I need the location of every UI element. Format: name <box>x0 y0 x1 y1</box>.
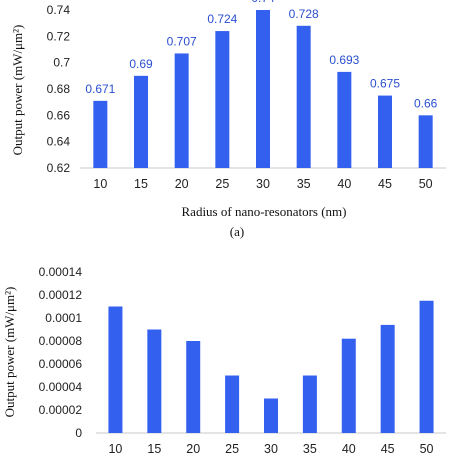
chart-b-x-tick-label: 50 <box>420 442 434 456</box>
chart-a-bar-10 <box>93 100 108 168</box>
chart-b-x-ticks: 10 15 20 25 30 35 40 45 50 <box>108 442 433 456</box>
chart-a-y-tick-label: 0.68 <box>47 82 71 96</box>
chart-a-bar-50 <box>418 115 433 168</box>
chart-b-y-tick-label: 0.0001 <box>45 311 82 325</box>
chart-a-x-tick-label: 25 <box>215 177 229 191</box>
chart-a-bars <box>93 10 433 169</box>
chart-b-y-ticks: 0 0.00002 0.00004 0.00006 0.00008 0.0001 0.000… <box>39 265 83 440</box>
chart-a-caption: (a) <box>230 224 244 239</box>
chart-b-y-tick-label: 0.00008 <box>39 334 83 348</box>
chart-a-x-tick-label: 30 <box>256 177 270 191</box>
chart-a-y-tick-label: 0.7 <box>53 56 70 70</box>
chart-b-bar-15 <box>147 329 162 433</box>
chart-a-data-label: 0.69 <box>129 57 153 71</box>
chart-a-data-label: 0.675 <box>370 77 400 91</box>
chart-b-bar-30 <box>264 398 278 433</box>
chart-b-bar-50 <box>419 300 434 433</box>
chart-b-x-tick-label: 20 <box>186 442 200 456</box>
chart-b-bar-40 <box>341 338 356 433</box>
chart-b-y-tick-label: 0.00012 <box>39 288 83 302</box>
chart-a-x-axis-title: Radius of nano-resonators (nm) <box>182 204 347 219</box>
chart-a: 0.62 0.64 0.66 0.68 0.7 0.72 0.74 0.671 0.69 0.7… <box>10 0 446 239</box>
chart-b-bar-35 <box>302 375 317 433</box>
chart-a-y-tick-label: 0.74 <box>47 3 71 17</box>
chart-a-bar-25 <box>215 31 230 168</box>
chart-a-data-label: 0.724 <box>207 12 237 26</box>
chart-b-x-tick-label: 10 <box>108 442 122 456</box>
chart-a-data-label: 0.707 <box>167 34 197 48</box>
chart-a-data-label: 0.66 <box>414 96 438 110</box>
chart-a-bar-20 <box>174 53 189 169</box>
chart-b-y-tick-label: 0 <box>75 426 82 440</box>
chart-a-x-tick-label: 45 <box>378 177 392 191</box>
chart-a-y-tick-label: 0.66 <box>47 108 71 122</box>
chart-b-x-tick-label: 40 <box>342 442 356 456</box>
chart-a-y-ticks: 0.62 0.64 0.66 0.68 0.7 0.72 0.74 <box>47 3 71 175</box>
chart-a-y-tick-label: 0.62 <box>47 161 71 175</box>
chart-b-bar-10 <box>108 306 123 433</box>
chart-a-data-labels: 0.671 0.69 0.707 0.724 0.74 0.728 0.693 0.675 0.… <box>85 0 437 110</box>
chart-a-bar-15 <box>134 75 148 168</box>
chart-b-y-axis-title: Output power (mW/μm²) <box>2 287 17 418</box>
chart-a-bar-30 <box>256 10 270 168</box>
chart-a-bar-40 <box>337 71 352 168</box>
chart-a-y-axis-title: Output power (mW/μm²) <box>10 25 25 156</box>
chart-b-bars <box>108 300 434 433</box>
chart-b-y-tick-label: 0.00014 <box>39 265 83 279</box>
chart-a-data-label: 0.693 <box>329 53 359 67</box>
chart-a-bar-45 <box>378 95 392 168</box>
chart-a-data-label: 0.728 <box>289 7 319 21</box>
chart-b-x-tick-label: 45 <box>381 442 395 456</box>
chart-b-bar-20 <box>186 341 201 433</box>
chart-a-data-label: 0.671 <box>85 82 115 96</box>
chart-a-x-tick-label: 50 <box>419 177 433 191</box>
chart-b-y-tick-label: 0.00006 <box>39 357 83 371</box>
chart-b-x-tick-label: 30 <box>264 442 278 456</box>
chart-b-bar-25 <box>225 375 240 433</box>
chart-b-y-tick-label: 0.00002 <box>39 403 83 417</box>
chart-a-y-tick-label: 0.72 <box>47 29 71 43</box>
chart-b-bar-45 <box>380 324 395 433</box>
chart-a-data-label: 0.74 <box>251 0 275 5</box>
chart-b-x-tick-label: 25 <box>225 442 239 456</box>
chart-a-y-tick-label: 0.64 <box>47 135 71 149</box>
chart-b-x-tick-label: 35 <box>303 442 317 456</box>
chart-a-x-tick-label: 15 <box>134 177 148 191</box>
chart-b-y-tick-label: 0.00004 <box>39 380 83 394</box>
chart-a-x-tick-label: 10 <box>93 177 107 191</box>
chart-b: 0 0.00002 0.00004 0.00006 0.00008 0.0001 0.000… <box>2 265 446 456</box>
chart-a-x-tick-label: 20 <box>175 177 189 191</box>
chart-a-x-tick-label: 35 <box>297 177 311 191</box>
chart-b-x-tick-label: 15 <box>147 442 161 456</box>
chart-a-x-ticks: 10 15 20 25 30 35 40 45 50 <box>93 177 432 191</box>
chart-a-bar-35 <box>296 25 311 168</box>
chart-a-x-tick-label: 40 <box>337 177 351 191</box>
